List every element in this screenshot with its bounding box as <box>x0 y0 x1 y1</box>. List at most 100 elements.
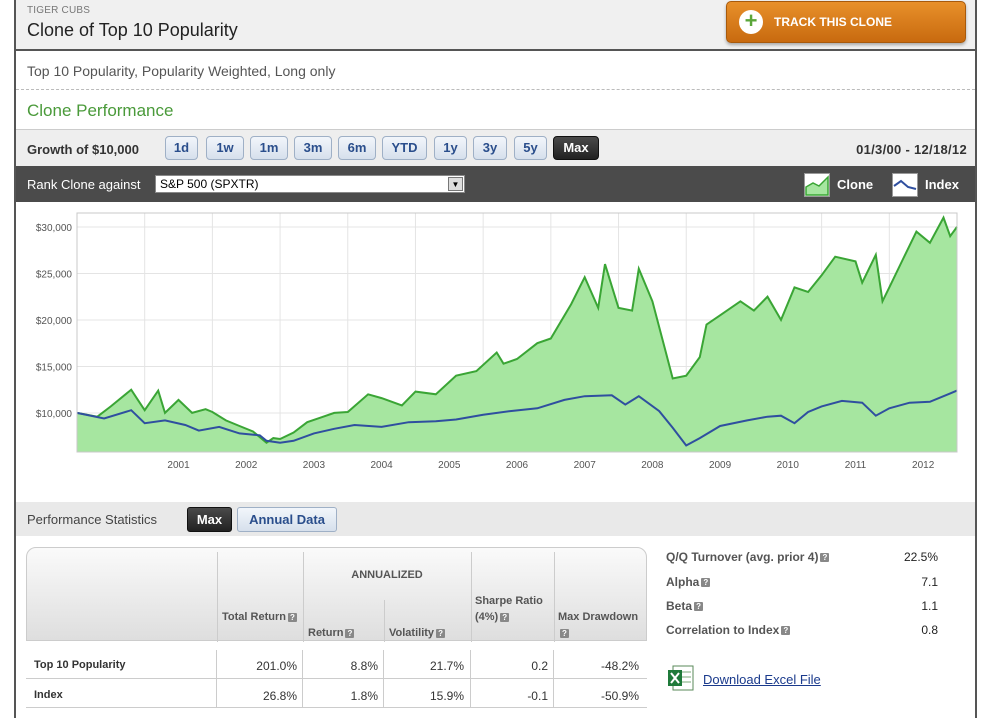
help-icon[interactable]: ? <box>820 553 830 563</box>
col-max-drawdown: Max Drawdown? <box>558 611 639 638</box>
y-tick-label: $10,000 <box>36 409 73 420</box>
cell-max-drawdown: -50.9% <box>600 689 639 703</box>
x-tick-label: 2004 <box>370 460 393 471</box>
growth-chart: $30,000 $25,000 $20,000 $15,000 $10,000 2001 2… <box>16 203 975 501</box>
cell-return: 1.8% <box>350 689 378 703</box>
x-tick-label: 2001 <box>167 460 190 471</box>
track-clone-button[interactable]: + TRACK THIS CLONE <box>726 1 966 43</box>
plus-icon: + <box>739 10 763 34</box>
clone-panel: TIGER CUBS Clone of Top 10 Popularity + … <box>14 0 977 718</box>
section-title: Clone Performance <box>27 101 174 120</box>
stat-value: 22.5% <box>903 550 938 564</box>
stat-label: Q/Q Turnover (avg. prior 4)? <box>666 550 830 564</box>
legend-index-label: Index <box>925 177 959 192</box>
plot-border <box>76 212 958 453</box>
range-button-ytd[interactable]: YTD <box>382 136 427 160</box>
cell-sharpe: 0.2 <box>531 659 548 673</box>
range-button-5y[interactable]: 5y <box>514 136 547 160</box>
x-tick-label: 2012 <box>912 460 935 471</box>
y-tick-label: $20,000 <box>36 316 73 327</box>
help-icon[interactable]: ? <box>436 628 446 638</box>
range-button-1w[interactable]: 1w <box>206 136 244 160</box>
header-supertitle: TIGER CUBS <box>27 5 91 16</box>
cell-max-drawdown: -48.2% <box>600 659 639 673</box>
growth-label: Growth of $10,000 <box>27 142 139 157</box>
help-icon[interactable]: ? <box>781 626 791 636</box>
cell-total-return: 201.0% <box>256 659 297 673</box>
page-title: Clone of Top 10 Popularity <box>27 20 238 40</box>
stat-value: 1.1 <box>921 599 938 613</box>
stat-alpha: Alpha? 7.1 <box>666 575 938 599</box>
statistics-table: ANNUALIZED Total Return? Return? Volatil… <box>26 547 647 718</box>
chevron-down-icon[interactable]: ▼ <box>448 177 463 191</box>
col-volatility: Volatility? <box>389 625 469 641</box>
help-icon[interactable]: ? <box>500 612 510 622</box>
cell-volatility: 21.7% <box>429 659 464 673</box>
range-button-6m[interactable]: 6m <box>338 136 376 160</box>
tab-annual-data[interactable]: Annual Data <box>237 507 337 532</box>
range-button-3y[interactable]: 3y <box>473 136 507 160</box>
growth-chart-svg: $30,000 $25,000 $20,000 $15,000 $10,000 2001 2… <box>36 212 958 471</box>
col-total-return: Total Return? <box>222 609 302 625</box>
stat-value: 0.8 <box>921 623 938 637</box>
cell-sharpe: -0.1 <box>527 689 548 703</box>
table-row: Top 10 Popularity 201.0% 8.8% 21.7% 0.2 … <box>26 650 647 678</box>
range-button-max[interactable]: Max <box>553 136 599 160</box>
divider <box>16 89 975 90</box>
col-sharpe-ratio: Sharpe Ratio (4%)? <box>475 595 543 623</box>
date-range: 01/3/00 - 12/18/12 <box>856 142 967 157</box>
stat-correlation: Correlation to Index? 0.8 <box>666 623 938 647</box>
benchmark-select[interactable]: S&P 500 (SPXTR) ▼ <box>155 175 465 193</box>
x-tick-label: 2009 <box>709 460 732 471</box>
excel-icon <box>667 664 695 692</box>
y-tick-label: $30,000 <box>36 223 73 234</box>
stat-value: 7.1 <box>921 575 938 589</box>
index-series-line <box>76 389 958 447</box>
tab-max[interactable]: Max <box>187 507 232 532</box>
x-tick-label: 2006 <box>506 460 529 471</box>
clone-series-line <box>76 215 958 444</box>
stat-label: Beta? <box>666 599 704 613</box>
stat-beta: Beta? 1.1 <box>666 599 938 623</box>
cell-volatility: 15.9% <box>429 689 464 703</box>
cell-total-return: 26.8% <box>262 689 297 703</box>
range-button-3m[interactable]: 3m <box>294 136 332 160</box>
stat-label: Correlation to Index? <box>666 623 791 637</box>
legend-clone-label: Clone <box>837 177 874 192</box>
help-icon[interactable]: ? <box>287 612 297 622</box>
help-icon[interactable]: ? <box>345 628 355 638</box>
cell-return: 8.8% <box>350 659 378 673</box>
help-icon[interactable]: ? <box>701 578 711 588</box>
x-tick-label: 2011 <box>845 460 867 471</box>
clone-series-area <box>77 217 957 452</box>
help-icon[interactable]: ? <box>694 602 704 612</box>
table-row: Index 26.8% 1.8% 15.9% -0.1 -50.9% <box>26 680 647 708</box>
x-tick-label: 2003 <box>303 460 326 471</box>
header: TIGER CUBS Clone of Top 10 Popularity + … <box>16 0 975 51</box>
stat-label: Alpha? <box>666 575 711 589</box>
annualized-header: ANNUALIZED <box>351 569 423 581</box>
x-tick-label: 2002 <box>235 460 258 471</box>
performance-statistics-bar: Performance Statistics Max Annual Data <box>16 502 975 536</box>
growth-toolbar: Growth of $10,000 1d 1w 1m 3m 6m YTD 1y … <box>16 129 975 166</box>
range-button-1y[interactable]: 1y <box>434 136 467 160</box>
y-tick-label: $25,000 <box>36 269 73 280</box>
area-swatch-icon <box>804 173 830 197</box>
range-button-1d[interactable]: 1d <box>165 136 198 160</box>
help-icon[interactable]: ? <box>560 628 569 638</box>
col-return: Return? <box>308 625 383 641</box>
track-clone-label: TRACK THIS CLONE <box>774 15 892 29</box>
x-tick-label: 2007 <box>574 460 597 471</box>
stat-turnover: Q/Q Turnover (avg. prior 4)? 22.5% <box>666 550 938 574</box>
performance-statistics-label: Performance Statistics <box>27 512 158 527</box>
rank-bar: Rank Clone against S&P 500 (SPXTR) ▼ Clo… <box>16 166 975 202</box>
download-excel-link[interactable]: Download Excel File <box>703 672 821 687</box>
statistics-table-header: ANNUALIZED Total Return? Return? Volatil… <box>26 547 647 642</box>
x-tick-label: 2008 <box>641 460 664 471</box>
row-name: Top 10 Popularity <box>34 659 126 671</box>
line-swatch-icon <box>892 173 918 197</box>
x-tick-label: 2005 <box>438 460 461 471</box>
row-name: Index <box>34 689 63 701</box>
x-tick-label: 2010 <box>777 460 800 471</box>
range-button-1m[interactable]: 1m <box>250 136 288 160</box>
